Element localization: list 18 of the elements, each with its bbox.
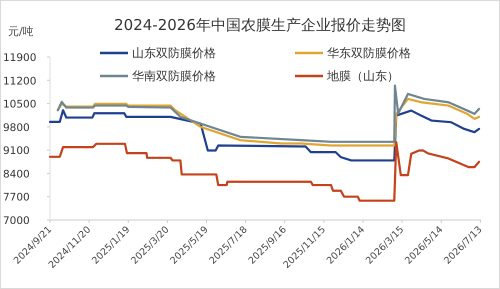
- line-series: [56, 84, 480, 143]
- y-tick-label: 9800: [3, 122, 30, 134]
- y-axis-title: 元/吨: [8, 25, 34, 38]
- line-series: [48, 109, 480, 162]
- y-tick-label: 7700: [3, 192, 30, 204]
- legend-label: 地膜（山东）: [326, 69, 399, 83]
- y-tick-label: 10500: [3, 98, 36, 111]
- legend-label: 山东双防膜价格: [132, 46, 216, 60]
- line-series: [56, 98, 480, 147]
- legend-label: 华东双防膜价格: [327, 46, 411, 60]
- y-tick-label: 7000: [3, 215, 30, 227]
- chart-title: 2024-2026年中国农膜生产企业报价走势图: [114, 16, 406, 34]
- line-series: [48, 141, 480, 202]
- legend-label: 华南双防膜价格: [132, 69, 216, 83]
- y-tick-label: 8400: [3, 168, 30, 180]
- y-tick-label: 11900: [3, 52, 36, 64]
- y-tick-label: 11200: [3, 75, 36, 88]
- y-tick-label: 9100: [3, 145, 30, 158]
